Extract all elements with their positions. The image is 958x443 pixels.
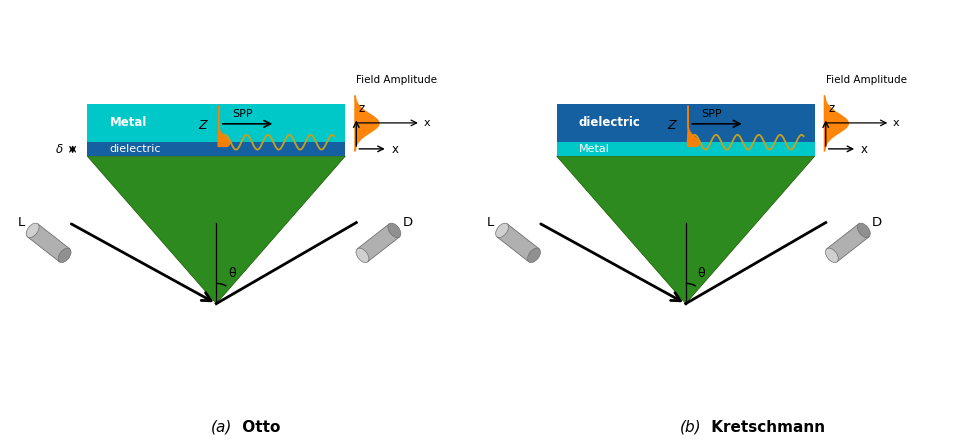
- Text: Field Amplitude: Field Amplitude: [826, 75, 906, 85]
- Text: D: D: [402, 216, 413, 229]
- Text: θ: θ: [697, 267, 705, 280]
- Text: Metal: Metal: [579, 144, 609, 154]
- Text: SPP: SPP: [701, 109, 721, 119]
- Text: SPP: SPP: [232, 109, 252, 119]
- Ellipse shape: [58, 248, 71, 263]
- Text: (b): (b): [679, 420, 701, 435]
- Text: x: x: [893, 118, 900, 128]
- Text: Kretschmann: Kretschmann: [706, 420, 825, 435]
- Polygon shape: [357, 224, 399, 262]
- Text: D: D: [872, 216, 882, 229]
- Text: $\delta$: $\delta$: [56, 143, 64, 156]
- Text: L: L: [17, 216, 25, 229]
- Text: Z: Z: [668, 119, 676, 132]
- Text: Otto: Otto: [237, 420, 280, 435]
- Ellipse shape: [528, 248, 540, 263]
- Bar: [557, 142, 814, 156]
- Polygon shape: [827, 224, 869, 262]
- Ellipse shape: [356, 248, 369, 263]
- Bar: [557, 104, 814, 142]
- Ellipse shape: [826, 248, 838, 263]
- Ellipse shape: [495, 223, 509, 237]
- Text: dielectric: dielectric: [109, 144, 161, 154]
- Text: x: x: [860, 143, 868, 155]
- Polygon shape: [87, 156, 345, 303]
- Ellipse shape: [857, 223, 870, 237]
- Text: L: L: [487, 216, 494, 229]
- Ellipse shape: [388, 223, 400, 237]
- Text: x: x: [423, 118, 430, 128]
- Text: Metal: Metal: [109, 117, 147, 129]
- Text: z: z: [359, 102, 365, 115]
- Ellipse shape: [26, 223, 39, 237]
- Text: dielectric: dielectric: [579, 117, 641, 129]
- Bar: [87, 142, 345, 156]
- Text: θ: θ: [228, 267, 236, 280]
- Polygon shape: [28, 224, 70, 262]
- Text: Field Amplitude: Field Amplitude: [356, 75, 437, 85]
- Text: z: z: [829, 102, 834, 115]
- Polygon shape: [557, 156, 814, 303]
- Text: Z: Z: [198, 119, 207, 132]
- Text: (a): (a): [211, 420, 232, 435]
- Text: x: x: [391, 143, 399, 155]
- Polygon shape: [497, 224, 539, 262]
- Bar: [87, 104, 345, 142]
